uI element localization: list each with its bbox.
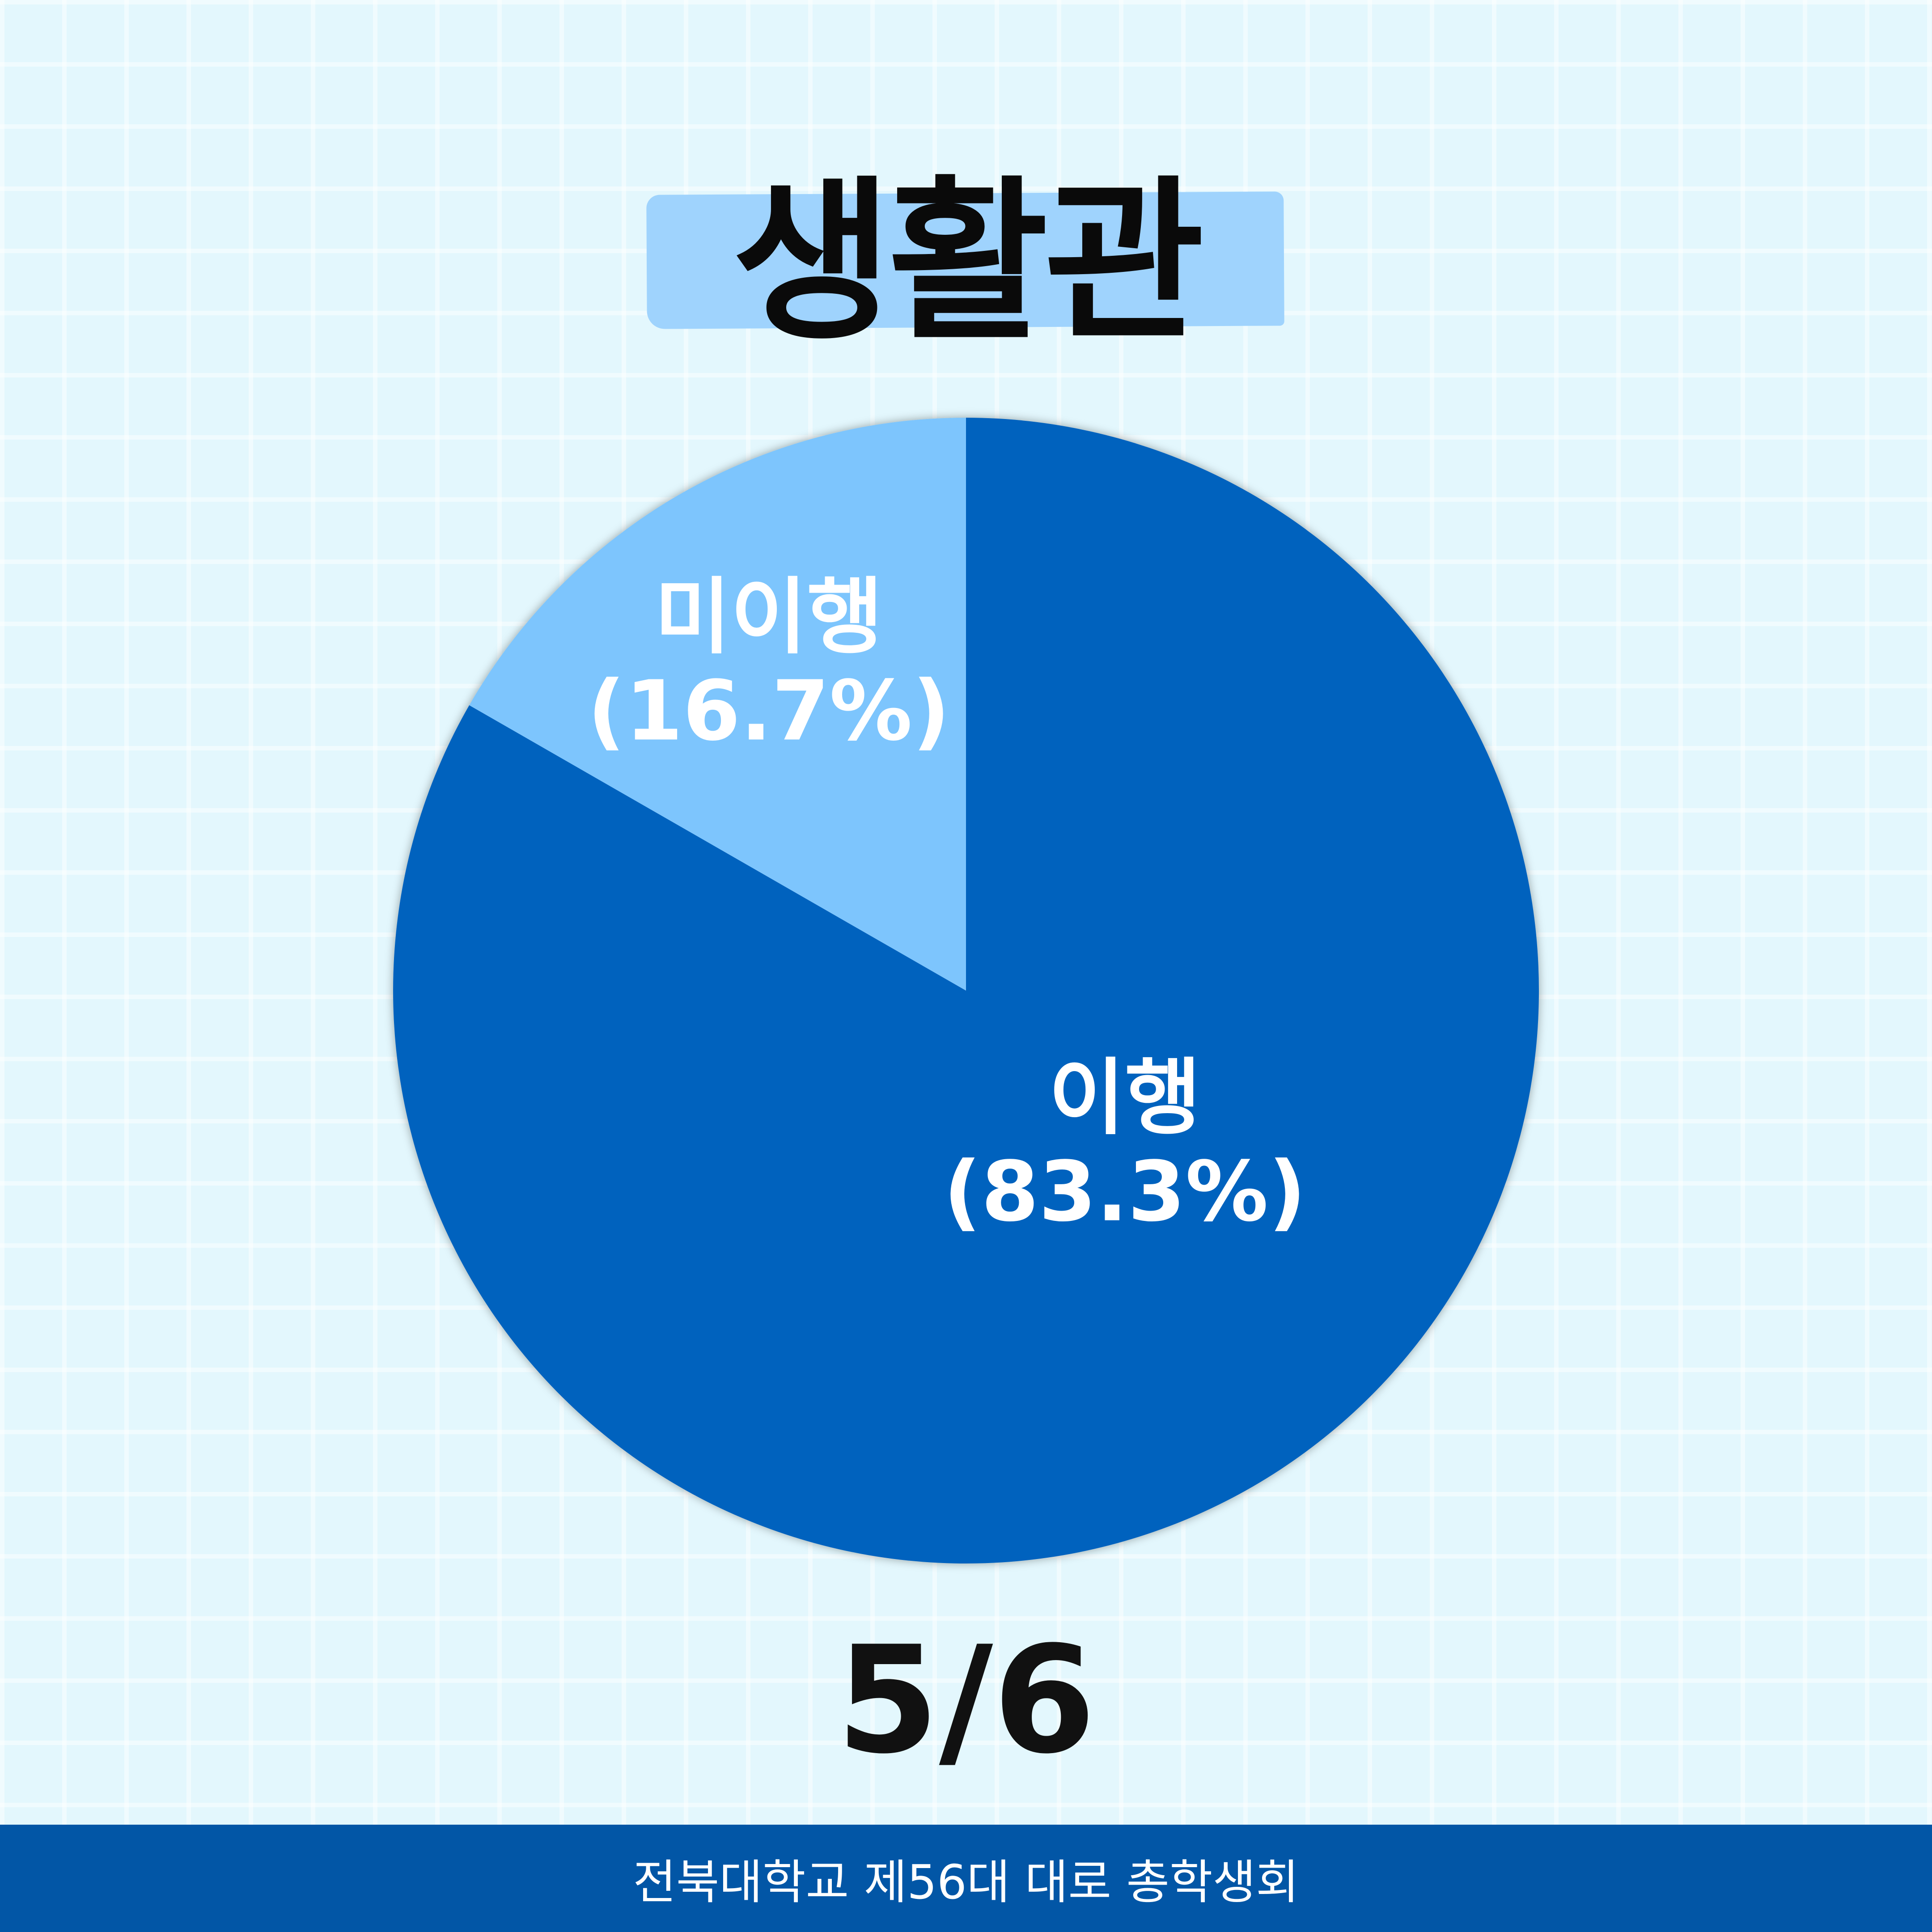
slice-label-not-implemented: 미이행 (16.7%) [588, 576, 950, 753]
footer-bar: 전북대학교 제56대 대로 총학생회 [0, 1825, 1932, 1932]
page-title: 생활관 [732, 161, 1204, 364]
slice-label-implemented: 이행 (83.3%) [943, 1049, 1306, 1240]
slice-label-name: 이행 [1048, 1049, 1201, 1146]
footer-text: 전북대학교 제56대 대로 총학생회 [633, 1855, 1299, 1910]
pie-slice-1 [469, 418, 966, 991]
slice-label-percent: (16.7%) [587, 662, 950, 759]
slice-label-percent: (83.3%) [943, 1143, 1306, 1240]
pie-slice-0 [393, 418, 1539, 1563]
page-indicator: 5/6 [836, 1614, 1096, 1786]
slice-label-name: 미이행 [654, 568, 883, 665]
